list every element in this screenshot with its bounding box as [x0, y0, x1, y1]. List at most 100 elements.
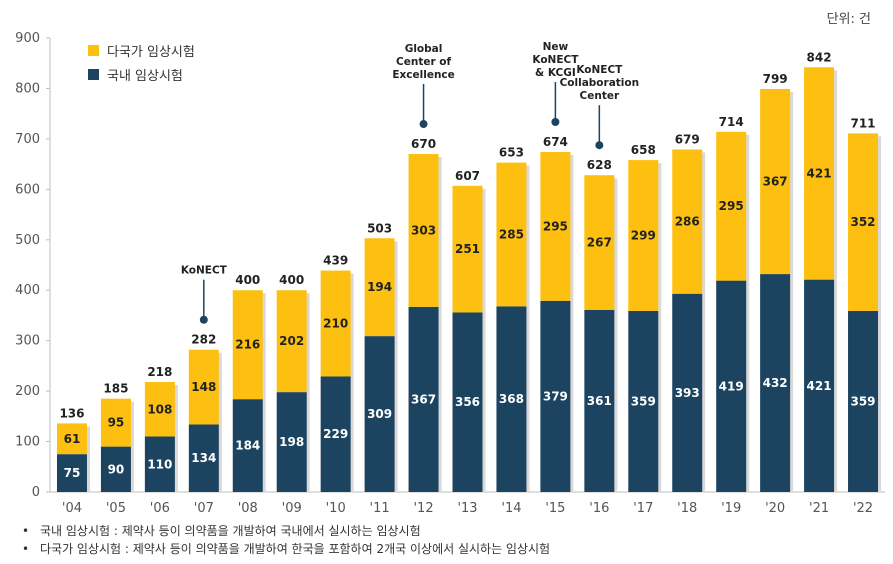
x-tick-label: '15: [545, 501, 565, 516]
data-label-total: 670: [411, 137, 436, 151]
footnote-multinational: • 다국가 임상시험 : 제약사 등이 의약품을 개발하여 한국을 포함하여 2…: [22, 540, 550, 558]
legend-label-multinational: 다국가 임상시험: [107, 44, 195, 60]
data-label-domestic: 393: [675, 386, 700, 400]
y-tick-label: 700: [15, 132, 40, 147]
y-tick-label: 600: [15, 182, 40, 197]
annotation-label: Center: [580, 90, 620, 102]
bar-segment-multinational: [232, 290, 263, 400]
footnote-domestic: • 국내 임상시험 : 제약사 등이 의약품을 개발하여 국내에서 실시하는 임…: [22, 522, 550, 540]
legend-label-domestic: 국내 임상시험: [107, 68, 183, 84]
bar-segment-multinational: [452, 185, 483, 313]
bar-segment-multinational: [100, 398, 131, 447]
bar-segment-domestic: [804, 279, 835, 492]
x-tick-label: '16: [589, 501, 609, 516]
y-tick-label: 400: [15, 283, 40, 298]
bar-segment-multinational: [56, 423, 87, 455]
x-tick-label: '05: [106, 501, 126, 516]
data-label-multinational: 61: [64, 432, 81, 446]
footnote-text: 다국가 임상시험 : 제약사 등이 의약품을 개발하여 한국을 포함하여 2개국…: [40, 542, 551, 556]
bar-segment-multinational: [848, 133, 879, 311]
y-tick-label: 200: [15, 384, 40, 399]
data-label-domestic: 356: [455, 395, 480, 409]
bar-segment-domestic: [232, 399, 263, 492]
data-label-multinational: 303: [411, 223, 436, 237]
annotation-label: KoNECT: [532, 54, 579, 66]
data-label-domestic: 90: [108, 462, 125, 476]
bar-segment-domestic: [628, 310, 659, 492]
data-label-multinational: 108: [147, 402, 172, 416]
data-label-domestic: 432: [763, 376, 788, 390]
data-label-total: 400: [235, 273, 260, 287]
data-label-total: 628: [587, 158, 612, 172]
data-label-domestic: 359: [850, 394, 875, 408]
y-tick-label: 800: [15, 81, 40, 96]
bar-segment-domestic: [144, 436, 175, 492]
data-label-domestic: 184: [235, 439, 260, 453]
bar-segment-multinational: [188, 349, 219, 425]
bar-segment-domestic: [56, 454, 87, 492]
bar-segment-domestic: [188, 424, 219, 492]
bar-segment-domestic: [100, 446, 131, 492]
data-label-total: 136: [59, 406, 84, 420]
bar-segment-domestic: [584, 309, 615, 492]
x-tick-label: '12: [413, 501, 433, 516]
data-label-multinational: 210: [323, 317, 348, 331]
x-tick-label: '19: [721, 501, 741, 516]
data-label-domestic: 379: [543, 389, 568, 403]
annotation-label: KoNECT: [181, 265, 228, 277]
data-label-multinational: 285: [499, 227, 524, 241]
data-label-domestic: 361: [587, 394, 612, 408]
data-label-total: 653: [499, 146, 524, 160]
bar-segment-domestic: [408, 306, 439, 492]
bar-segment-multinational: [408, 154, 439, 307]
data-label-domestic: 75: [64, 466, 81, 480]
data-label-total: 503: [367, 221, 392, 235]
x-tick-label: '18: [677, 501, 697, 516]
bar-segment-multinational: [364, 238, 395, 337]
data-label-multinational: 194: [367, 280, 392, 294]
data-label-total: 218: [147, 365, 172, 379]
y-tick-label: 500: [15, 233, 40, 248]
data-label-multinational: 95: [108, 416, 125, 430]
x-tick-label: '09: [282, 501, 302, 516]
bar-segment-domestic: [276, 392, 307, 492]
data-label-total: 674: [543, 135, 568, 149]
x-tick-label: '22: [853, 501, 873, 516]
y-tick-label: 900: [15, 31, 40, 46]
bar-segment-domestic: [452, 312, 483, 492]
annotation-label: Collaboration: [560, 77, 640, 89]
bar-segment-domestic: [672, 293, 703, 492]
x-tick-label: '14: [501, 501, 521, 516]
data-label-multinational: 295: [719, 199, 744, 213]
data-label-multinational: 421: [807, 166, 832, 180]
data-label-domestic: 367: [411, 392, 436, 406]
bar-segment-multinational: [584, 175, 615, 310]
annotation-label: KoNECT: [576, 64, 623, 76]
data-label-multinational: 352: [850, 215, 875, 229]
bar-segment-multinational: [496, 162, 527, 307]
legend-swatch-multinational: [88, 44, 99, 56]
x-tick-label: '07: [194, 501, 214, 516]
data-label-domestic: 198: [279, 435, 304, 449]
bar-segment-multinational: [804, 67, 835, 280]
bar-segment-multinational: [716, 131, 747, 281]
data-label-domestic: 229: [323, 427, 348, 441]
x-tick-label: '06: [150, 501, 170, 516]
data-label-total: 282: [191, 333, 216, 347]
data-label-domestic: 134: [191, 451, 216, 465]
data-label-total: 842: [807, 50, 832, 64]
x-tick-label: '21: [809, 501, 829, 516]
chart-legend: 다국가 임상시험 국내 임상시험: [88, 38, 195, 86]
bar-segment-multinational: [760, 88, 791, 275]
bar-segment-multinational: [540, 152, 571, 301]
y-tick-label: 0: [32, 485, 40, 500]
data-label-total: 799: [763, 72, 788, 86]
footnote-bullet: •: [22, 542, 30, 556]
bar-segment-multinational: [144, 382, 175, 437]
annotation-label: Global: [405, 43, 443, 55]
y-tick-label: 100: [15, 435, 40, 450]
bar-segment-domestic: [716, 280, 747, 492]
bar-segment-domestic: [364, 336, 395, 492]
data-label-multinational: 299: [631, 228, 656, 242]
data-label-multinational: 295: [543, 219, 568, 233]
